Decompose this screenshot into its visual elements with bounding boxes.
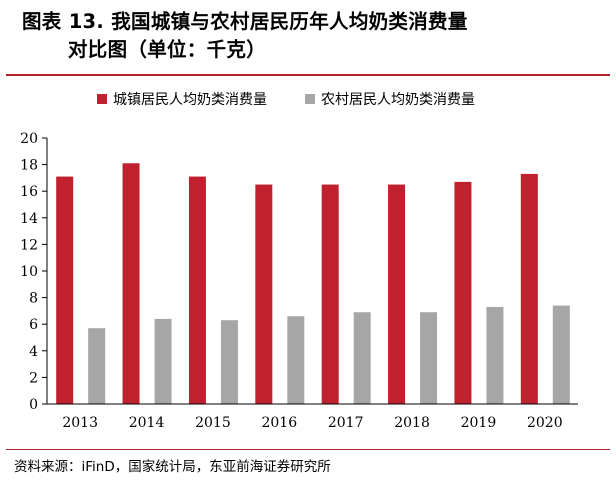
rural-bar-2013 (88, 328, 106, 404)
legend-swatch-1 (97, 94, 107, 104)
x-tick-label: 2020 (527, 415, 563, 431)
y-tick-label: 20 (20, 131, 38, 147)
y-axis: 0 2 4 6 8 10 12 14 16 18 20 (20, 131, 48, 413)
urban-bar-2017 (321, 184, 339, 404)
title-rule (6, 74, 610, 76)
y-tick-label: 18 (20, 158, 38, 174)
rural-bar-2015 (220, 320, 238, 404)
y-tick-label: 14 (20, 211, 38, 227)
y-tick-label: 2 (29, 370, 38, 386)
urban-bar-2016 (255, 184, 273, 404)
chart-title: 图表 13. 我国城镇与农村居民历年人均奶类消费量 对比图（单位：千克） (22, 8, 612, 64)
x-tick-label: 2019 (461, 415, 497, 431)
x-tick-label: 2013 (62, 415, 98, 431)
y-tick-label: 8 (29, 291, 38, 307)
y-tick-label: 4 (29, 344, 38, 360)
legend-swatch-2 (305, 94, 315, 104)
rural-bar-2018 (420, 312, 438, 404)
x-tick-label: 2015 (195, 415, 231, 431)
legend-label-2: 农村居民人均奶类消费量 (321, 92, 475, 108)
rural-bar-2016 (287, 316, 305, 404)
y-tick-label: 6 (29, 317, 38, 333)
footer-rule (6, 449, 610, 450)
x-tick-label: 2016 (261, 415, 297, 431)
x-axis: 2013 2014 2015 2016 2017 2018 2019 2020 (47, 403, 578, 431)
y-tick-label: 0 (29, 397, 38, 413)
title-line-1: 图表 13. 我国城镇与农村居民历年人均奶类消费量 (22, 10, 468, 33)
urban-bar-2019 (454, 181, 472, 404)
legend: 城镇居民人均奶类消费量 农村居民人均奶类消费量 (97, 92, 475, 108)
x-tick-label: 2017 (328, 415, 364, 431)
rural-bar-2014 (154, 318, 172, 404)
bars (56, 163, 570, 404)
legend-label-1: 城镇居民人均奶类消费量 (113, 92, 267, 108)
urban-bar-2015 (188, 176, 206, 404)
x-tick-label: 2014 (129, 415, 165, 431)
bar-chart: 城镇居民人均奶类消费量 农村居民人均奶类消费量 0 2 4 6 8 10 12 14 16 18 20… (20, 92, 578, 431)
y-tick-label: 16 (20, 184, 38, 200)
source-note: 资料来源：iFinD，国家统计局，东亚前海证券研究所 (14, 459, 331, 475)
rural-bar-2017 (353, 312, 371, 404)
title-line-2: 对比图（单位：千克） (68, 38, 267, 61)
urban-bar-2020 (520, 173, 538, 404)
y-tick-label: 10 (20, 264, 38, 280)
urban-bar-2018 (388, 184, 406, 404)
urban-bar-2013 (56, 176, 74, 404)
x-tick-label: 2018 (394, 415, 430, 431)
urban-bar-2014 (122, 163, 140, 404)
y-tick-label: 12 (20, 237, 38, 253)
rural-bar-2019 (486, 306, 504, 404)
rural-bar-2020 (552, 305, 570, 404)
